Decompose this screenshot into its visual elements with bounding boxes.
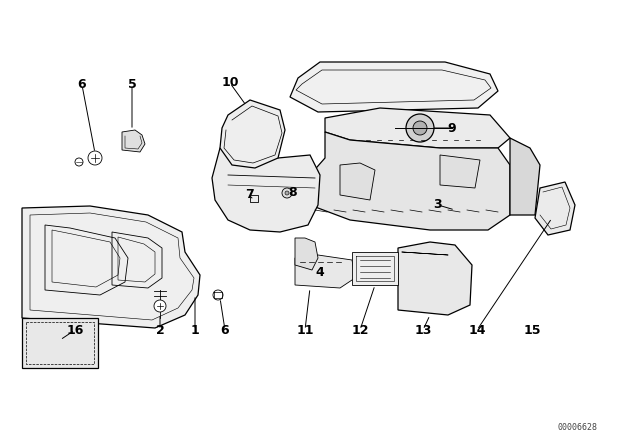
Polygon shape	[122, 130, 145, 152]
Circle shape	[285, 191, 289, 195]
Text: 15: 15	[524, 323, 541, 336]
Circle shape	[406, 114, 434, 142]
Polygon shape	[325, 108, 510, 148]
Text: 8: 8	[289, 186, 298, 199]
Circle shape	[213, 290, 223, 300]
Text: 11: 11	[296, 323, 314, 336]
Polygon shape	[295, 238, 318, 270]
Text: 1: 1	[191, 323, 200, 336]
Text: 6: 6	[77, 78, 86, 91]
Polygon shape	[535, 182, 575, 235]
Polygon shape	[22, 206, 200, 328]
Text: 2: 2	[156, 323, 164, 336]
Polygon shape	[440, 155, 480, 188]
Circle shape	[75, 158, 83, 166]
Text: 16: 16	[67, 323, 84, 336]
Text: 00006628: 00006628	[558, 423, 598, 432]
Polygon shape	[398, 242, 472, 315]
Polygon shape	[340, 163, 375, 200]
Circle shape	[413, 121, 427, 135]
Circle shape	[88, 151, 102, 165]
Circle shape	[282, 188, 292, 198]
Text: 5: 5	[127, 78, 136, 91]
Polygon shape	[352, 252, 398, 285]
Text: 7: 7	[244, 189, 253, 202]
Text: 6: 6	[221, 323, 229, 336]
Text: 14: 14	[468, 323, 486, 336]
Text: 9: 9	[448, 121, 456, 134]
Text: 12: 12	[351, 323, 369, 336]
Polygon shape	[295, 255, 355, 288]
Polygon shape	[510, 138, 540, 215]
Polygon shape	[212, 148, 320, 232]
Circle shape	[154, 300, 166, 312]
Polygon shape	[290, 62, 498, 112]
Polygon shape	[220, 100, 285, 168]
Text: 13: 13	[414, 323, 432, 336]
Text: 10: 10	[221, 77, 239, 90]
Polygon shape	[310, 132, 510, 230]
Text: 4: 4	[316, 266, 324, 279]
Text: 3: 3	[434, 198, 442, 211]
Polygon shape	[22, 318, 98, 368]
